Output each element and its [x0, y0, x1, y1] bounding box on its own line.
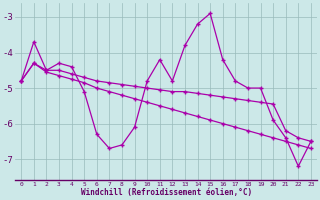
X-axis label: Windchill (Refroidissement éolien,°C): Windchill (Refroidissement éolien,°C) [81, 188, 252, 197]
